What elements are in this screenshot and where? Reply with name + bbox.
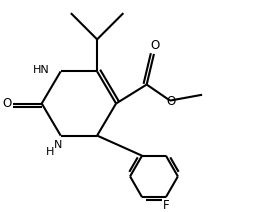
Text: O: O bbox=[166, 95, 175, 108]
Text: HN: HN bbox=[33, 65, 50, 75]
Text: F: F bbox=[163, 199, 170, 212]
Text: N: N bbox=[54, 140, 62, 150]
Text: O: O bbox=[150, 39, 159, 52]
Text: O: O bbox=[3, 97, 12, 110]
Text: H: H bbox=[45, 147, 54, 157]
